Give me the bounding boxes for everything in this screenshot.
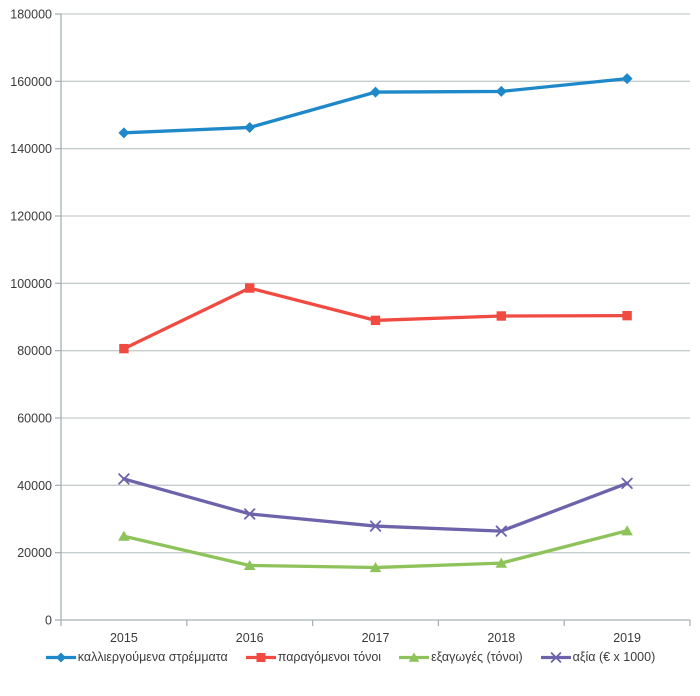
legend-sample-marker	[55, 652, 66, 662]
y-axis-tick-label: 160000	[10, 75, 52, 89]
marker-exports-tons	[495, 557, 508, 568]
legend-item-value-eur-x1000: αξία (€ x 1000)	[540, 650, 656, 664]
x-axis-tick-label: 2017	[362, 631, 390, 645]
legend-label: εξαγωγές (τόνοι)	[431, 650, 523, 664]
marker-exports-tons	[243, 559, 256, 571]
marker-produced-tons	[496, 311, 506, 321]
legend-sample-marker	[408, 652, 420, 662]
legend-marker-triangle-icon	[399, 652, 430, 662]
chart-plot-area: 0 20000 40000 60000 80000 100000 120000 140000 1…	[10, 8, 691, 645]
chart-legend: καλλιεργούμενα στρέμματα παραγόμενοι τόνο…	[0, 650, 700, 664]
marker-cultivated-stremmata	[118, 127, 130, 139]
legend-sample-marker	[550, 651, 561, 663]
legend-label: παραγόμενοι τόνοι	[277, 650, 382, 664]
y-axis-tick-label: 60000	[17, 412, 52, 426]
marker-produced-tons	[119, 343, 129, 354]
marker-produced-tons	[245, 283, 255, 293]
y-axis-tick-label: 100000	[10, 277, 52, 291]
legend-item-cultivated-stremmata: καλλιεργούμενα στρέμματα	[45, 650, 228, 664]
marker-cultivated-stremmata	[621, 73, 633, 85]
series-line-exports-tons	[122, 529, 629, 570]
marker-value-eur-x1000	[244, 508, 256, 520]
marker-exports-tons	[621, 525, 633, 536]
legend-marker-square-icon	[245, 652, 276, 662]
y-axis-tick-label: 20000	[17, 546, 52, 560]
x-axis-tick-label: 2016	[236, 631, 264, 645]
legend-marker-diamond-icon	[45, 652, 76, 662]
y-axis-tick-label: 40000	[17, 479, 52, 493]
legend-sample-marker	[256, 652, 266, 662]
legend-label: αξία (€ x 1000)	[572, 650, 656, 664]
marker-value-eur-x1000	[621, 477, 633, 490]
x-axis-tick-label: 2015	[110, 631, 138, 645]
y-axis-tick-label: 140000	[10, 142, 52, 156]
marker-exports-tons	[118, 530, 130, 541]
x-axis-tick-label: 2019	[613, 631, 641, 645]
legend-item-produced-tons: παραγόμενοι τόνοι	[245, 650, 381, 664]
series-line-value-eur-x1000	[122, 477, 629, 533]
legend-label: καλλιεργούμενα στρέμματα	[77, 650, 228, 664]
marker-value-eur-x1000	[495, 525, 507, 537]
marker-value-eur-x1000	[369, 520, 382, 532]
marker-cultivated-stremmata	[495, 85, 507, 97]
legend-marker-x-icon	[540, 651, 571, 663]
legend-item-exports-tons: εξαγωγές (τόνοι)	[398, 650, 523, 664]
marker-produced-tons	[622, 310, 632, 321]
y-axis-tick-label: 120000	[10, 210, 52, 224]
y-axis-tick-label: 180000	[10, 8, 52, 22]
y-axis-tick-label: 80000	[17, 344, 52, 358]
marker-exports-tons	[369, 561, 382, 573]
x-axis-tick-label: 2018	[487, 631, 515, 645]
marker-cultivated-stremmata	[244, 121, 256, 133]
marker-produced-tons	[370, 315, 381, 326]
y-axis-tick-label: 0	[45, 614, 52, 628]
marker-value-eur-x1000	[118, 473, 130, 485]
marker-cultivated-stremmata	[370, 86, 381, 98]
